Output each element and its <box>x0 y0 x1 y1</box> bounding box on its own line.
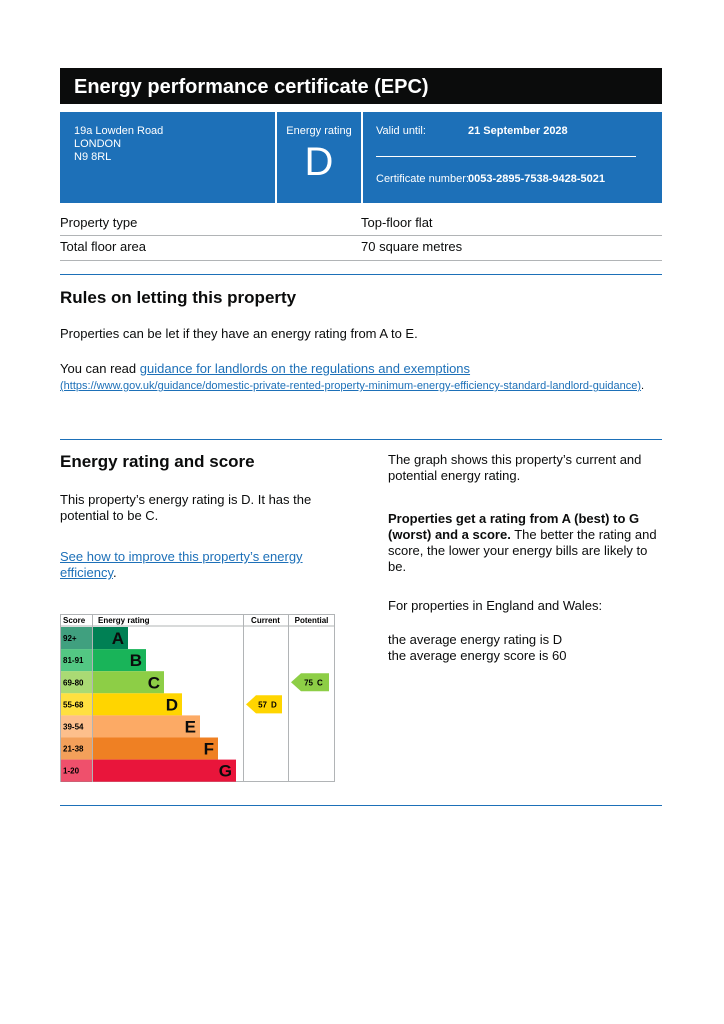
certificate-number: 0053-2895-7538-9428-5021 <box>468 173 606 185</box>
score-cell <box>61 693 92 716</box>
band-bar <box>93 627 128 650</box>
valid-label: Valid until: <box>376 125 426 137</box>
band-score: 69-80 <box>63 678 84 687</box>
paragraph: For properties in England and Wales: <box>388 598 603 613</box>
link[interactable]: See how to improve this property’s energ… <box>60 549 303 580</box>
text: . <box>641 380 645 392</box>
band-score: 81-91 <box>63 656 84 665</box>
rating-label: Energy rating <box>286 125 352 137</box>
page-title: Energy performance certificate (EPC) <box>74 76 429 98</box>
band-letter: C <box>148 673 160 692</box>
summary-box: 19a Lowden Road LONDON N9 8RL Energy rat… <box>60 112 662 203</box>
rating-arrow <box>246 695 282 714</box>
address-line: LONDON <box>74 138 122 150</box>
url[interactable]: (https://www.gov.uk/guidance/domestic-pr… <box>60 380 642 392</box>
paragraph: the average energy rating is D the avera… <box>388 632 567 664</box>
arrow-score: 57 <box>258 700 267 709</box>
heading: Rules on letting this property <box>60 288 297 307</box>
column-header: Energy rating <box>98 616 150 625</box>
rating: D <box>304 140 334 184</box>
band-bar <box>93 649 146 672</box>
rating-arrow <box>291 673 329 692</box>
paragraph: See how to improve this property’s energ… <box>60 549 330 581</box>
divider <box>275 112 277 203</box>
arrow-letter: C <box>317 678 323 687</box>
paragraph: You can read guidance for landlords on t… <box>60 361 660 393</box>
paragraph: Properties can be let if they have an en… <box>60 326 418 341</box>
link[interactable]: guidance for landlords on the regulation… <box>139 361 471 376</box>
band-score: 55-68 <box>63 700 84 709</box>
address-line: N9 8RL <box>74 151 112 163</box>
bold-text: Properties get a rating from A (best) to… <box>388 511 640 542</box>
band-bar <box>93 671 164 694</box>
arrow-score: 75 <box>304 678 313 687</box>
score-cell <box>61 627 92 650</box>
cell: Top-floor flat <box>361 215 433 230</box>
valid-until: 21 September 2028 <box>468 125 568 137</box>
section-rule <box>60 274 662 275</box>
text: The better the rating and score, the low… <box>388 527 657 574</box>
text: the average energy score is 60 <box>388 648 567 663</box>
paragraph: This property’s energy rating is D. It h… <box>60 492 312 523</box>
text: the average energy rating is D <box>388 632 563 647</box>
cell: Property type <box>60 215 138 230</box>
band-score: 21-38 <box>63 745 84 754</box>
band-bar <box>93 759 236 782</box>
band-score: 92+ <box>63 634 77 643</box>
column-header: Score <box>63 616 86 625</box>
score-cell <box>61 649 92 672</box>
text: You can read <box>60 361 140 376</box>
band-score: 1-20 <box>63 767 80 776</box>
score-cell <box>61 759 92 782</box>
title-bar: Energy performance certificate (EPC) <box>60 68 662 104</box>
band-letter: F <box>204 740 214 759</box>
band-letter: G <box>219 762 232 781</box>
cell: Total floor area <box>60 239 146 254</box>
address-line: 19a Lowden Road <box>74 125 164 137</box>
heading: Energy rating and score <box>60 452 255 471</box>
text: . <box>113 565 117 580</box>
score-cell <box>61 715 92 738</box>
section-rule <box>60 439 662 440</box>
band-letter: D <box>166 695 178 714</box>
score-cell <box>61 671 92 694</box>
column-header: Current <box>251 616 280 625</box>
band-letter: B <box>130 651 142 670</box>
separator <box>376 156 636 157</box>
arrow-letter: D <box>271 700 277 709</box>
band-bar <box>93 693 182 716</box>
paragraph: Properties get a rating from A (best) to… <box>388 511 658 575</box>
score-cell <box>61 737 92 760</box>
band-bar <box>93 715 200 738</box>
cell: 70 square metres <box>361 239 463 254</box>
band-letter: A <box>112 629 124 648</box>
band-score: 39-54 <box>63 722 84 731</box>
section-rule <box>60 805 662 806</box>
address: 19a Lowden Road LONDON N9 8RL <box>74 125 163 164</box>
rating-graph: Score Energy rating Current Potential 92+ A 81… <box>60 614 335 782</box>
column-header: Potential <box>295 616 329 625</box>
row-line <box>60 260 662 261</box>
paragraph: The graph shows this property’s current … <box>388 452 642 483</box>
divider <box>361 112 363 203</box>
row-line <box>60 235 662 236</box>
band-letter: E <box>185 717 196 736</box>
certificate-label: Certificate number: <box>376 173 469 185</box>
band-bar <box>93 737 218 760</box>
